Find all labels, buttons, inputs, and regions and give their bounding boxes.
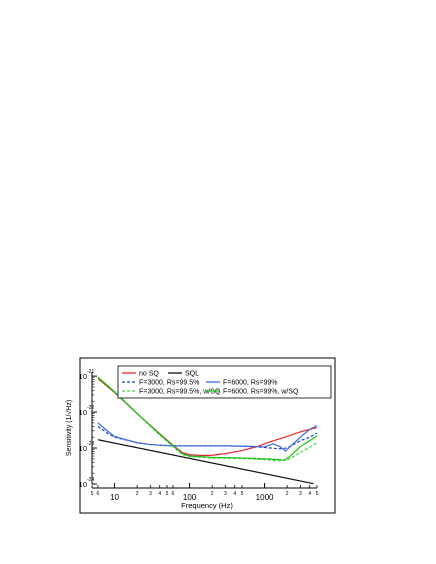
x-minor-tick-label-3: 3	[149, 491, 152, 497]
y-major-tick-label-1: 10	[79, 444, 87, 453]
y-major-tick-exp-2: -22	[87, 405, 94, 411]
x-minor-tick-label-2: 2	[136, 491, 139, 497]
x-minor-tick-label-8: 3	[224, 491, 227, 497]
x-major-tick-label-1: 100	[183, 493, 197, 502]
x-minor-tick-label-0: 5	[91, 491, 94, 497]
legend-label-1: SQL	[185, 371, 199, 378]
series-line-5	[97, 376, 318, 461]
x-minor-tick-label-4: 4	[158, 491, 161, 497]
y-axis-title: Sensitivity (1/√Hz)	[65, 400, 73, 456]
series-line-1	[97, 439, 314, 485]
x-major-tick-label-2: 1000	[256, 493, 274, 502]
x-minor-tick-label-7: 2	[211, 491, 214, 497]
legend-box	[117, 365, 332, 399]
y-major-tick-label-0: 10	[79, 480, 87, 489]
x-axis-title: Frequency (Hz)	[181, 501, 233, 510]
y-major-tick-label-2: 10	[79, 408, 87, 417]
y-major-tick-label-3: 10	[79, 372, 87, 381]
y-major-tick-exp-0: -24	[87, 477, 94, 483]
x-major-tick-label-0: 10	[110, 493, 119, 502]
x-minor-tick-label-10: 5	[241, 491, 244, 497]
x-minor-tick-label-13: 4	[308, 491, 311, 497]
series-line-2	[97, 425, 318, 450]
legend-label-2: F=3000, Rs=99.5%	[139, 380, 199, 387]
legend-label-3: F=6000, Rs=99%	[223, 380, 277, 387]
y-major-tick-exp-1: -23	[87, 441, 94, 447]
legend-label-0: no SQ	[139, 371, 159, 378]
series-layer	[97, 376, 318, 485]
legend-label-4: F=3000, Rs=99.5%, w/SQ	[139, 389, 221, 396]
x-minor-tick-label-5: 5	[166, 491, 169, 497]
x-minor-tick-label-12: 3	[299, 491, 302, 497]
y-major-tick-exp-3: -21	[87, 369, 94, 375]
x-minor-tick-label-1: 6	[97, 491, 100, 497]
x-minor-tick-label-6: 6	[172, 491, 175, 497]
x-minor-tick-label-11: 2	[286, 491, 289, 497]
legend-label-5: F=6000, Rs=99%, w/SQ	[223, 389, 299, 396]
x-minor-tick-label-9: 4	[233, 491, 236, 497]
x-minor-tick-label-14: 5	[316, 491, 319, 497]
series-line-3	[97, 422, 318, 452]
